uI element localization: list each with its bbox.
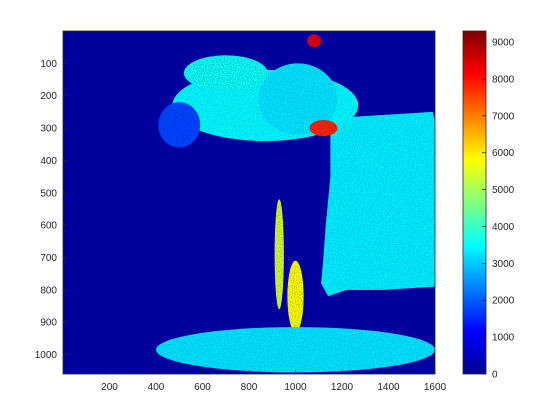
- y-tick-label: 400: [40, 156, 57, 167]
- y-tick-label: 700: [40, 253, 57, 264]
- x-tick-label: 1000: [284, 382, 307, 393]
- x-tick-label: 200: [101, 382, 118, 393]
- y-tick-label: 900: [40, 318, 57, 329]
- x-axis: 200 400 600 800 1000 1200 1400 1600: [101, 370, 447, 393]
- x-tick-label: 1600: [424, 382, 447, 393]
- colorbar-tick-label: 0: [492, 370, 498, 381]
- y-tick-label: 300: [40, 124, 57, 135]
- y-tick-label: 500: [40, 188, 57, 199]
- colorbar-tick-label: 5000: [492, 185, 515, 196]
- x-tick-label: 600: [194, 382, 211, 393]
- x-tick-label: 400: [148, 382, 165, 393]
- y-tick-label: 1000: [35, 350, 58, 361]
- colorbar-tick-label: 2000: [492, 296, 515, 307]
- colorbar-tick-label: 9000: [492, 38, 515, 49]
- heatmap-image: [63, 31, 435, 374]
- y-tick-label: 800: [40, 285, 57, 296]
- colorbar-tick-label: 7000: [492, 111, 515, 122]
- y-tick-label: 100: [40, 59, 57, 70]
- x-tick-label: 1400: [377, 382, 400, 393]
- colorbar-tick-label: 8000: [492, 74, 515, 85]
- colorbar-tick-label: 3000: [492, 259, 515, 270]
- colorbar: [462, 30, 487, 375]
- colorbar-axis: 0 1000 2000 3000 4000 5000 6000 7000 8000 9000: [482, 38, 515, 381]
- y-tick-label: 600: [40, 221, 57, 232]
- x-tick-label: 800: [241, 382, 258, 393]
- y-tick-label: 200: [40, 91, 57, 102]
- colorbar-tick-label: 6000: [492, 148, 515, 159]
- colorbar-tick-label: 1000: [492, 333, 515, 344]
- colorbar-tick-label: 4000: [492, 222, 515, 233]
- heatmap-texture: [63, 31, 435, 374]
- y-axis: 100 200 300 400 500 600 700 800 900 1000: [35, 59, 67, 361]
- x-tick-label: 1200: [331, 382, 354, 393]
